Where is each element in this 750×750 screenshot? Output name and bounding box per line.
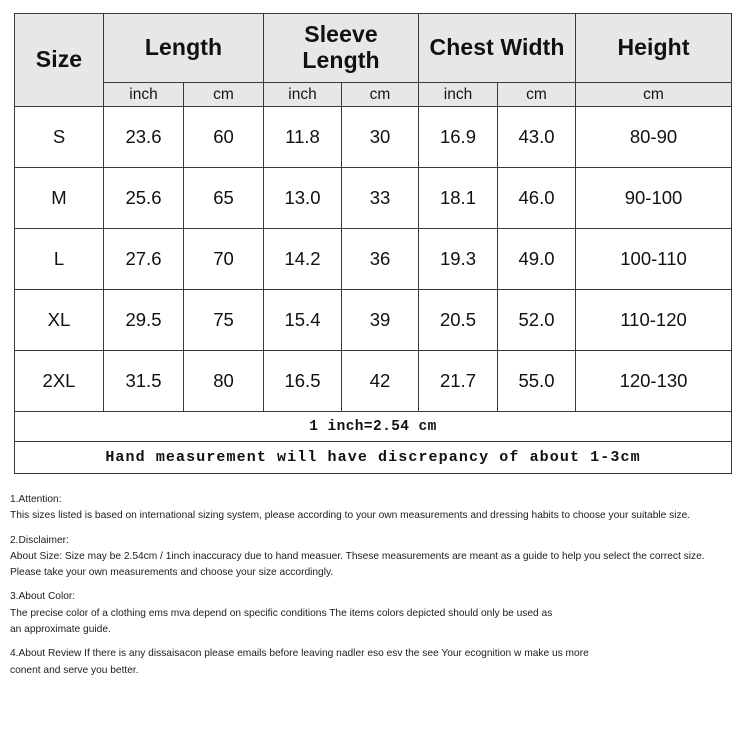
cell-chest-inch: 20.5 (418, 289, 498, 351)
cell-length-inch: 29.5 (103, 289, 184, 351)
cell-chest-cm: 52.0 (496, 289, 577, 351)
cell-chest-inch: 21.7 (418, 350, 498, 412)
cell-length-cm: 80 (183, 350, 264, 412)
table-footer-discrepancy-row: Hand measurement will have discrepancy o… (13, 441, 733, 474)
cell-sleeve-cm: 30 (341, 106, 419, 168)
column-header-sleeve-length: Sleeve Length (263, 13, 419, 83)
subheader-length-inch: inch (103, 82, 184, 107)
cell-size: L (14, 228, 104, 290)
note-line-about-color-2: an approximate guide. (10, 624, 111, 636)
note-title-attention: 1.Attention: (10, 494, 62, 505)
cell-chest-cm: 46.0 (496, 167, 577, 229)
size-chart-table: Size Length Sleeve Length Chest Width He… (13, 13, 733, 474)
cell-length-inch: 25.6 (103, 167, 184, 229)
cell-length-inch: 31.5 (103, 350, 184, 412)
subheader-sleeve-inch: inch (263, 82, 342, 107)
discrepancy-note: Hand measurement will have discrepancy o… (13, 441, 733, 474)
cell-height-cm: 110-120 (575, 289, 733, 351)
note-title-about-color: 3.About Color: (10, 591, 76, 603)
cell-height-cm: 90-100 (575, 167, 733, 229)
note-group-about-color: 3.About Color: The precise color of a cl… (10, 589, 736, 638)
column-header-chest-width: Chest Width (417, 13, 577, 83)
column-header-height: Height (575, 13, 733, 83)
cell-length-inch: 23.6 (103, 106, 184, 168)
notes-section: 1.Attention: This sizes listed is based … (10, 492, 736, 679)
note-line-about-color-1: The precise color of a clothing ems mva … (10, 607, 553, 619)
note-line-disclaimer-1: About Size: Size may be 2.54cm / 1inch i… (10, 550, 705, 562)
cell-size: M (14, 167, 104, 229)
cell-chest-inch: 19.3 (418, 228, 498, 290)
column-header-length: Length (103, 13, 264, 83)
note-line-attention-1: This sizes listed is based on internatio… (10, 510, 691, 522)
size-chart-table-container: Size Length Sleeve Length Chest Width He… (13, 13, 733, 474)
subheader-length-cm: cm (183, 82, 264, 107)
note-group-attention: 1.Attention: This sizes listed is based … (10, 492, 736, 525)
table-row: 2XL 31.5 80 16.5 42 21.7 55.0 120-130 (14, 350, 733, 412)
note-line-disclaimer-2: Please take your own measurements and ch… (10, 567, 334, 579)
cell-length-cm: 70 (183, 228, 264, 290)
cell-length-cm: 75 (183, 289, 264, 351)
table-head: Size Length Sleeve Length Chest Width He… (14, 13, 733, 107)
note-title-about-review: 4.About Review If there is any dissaisac… (10, 648, 589, 660)
subheader-sleeve-cm: cm (341, 82, 419, 107)
cell-sleeve-inch: 14.2 (263, 228, 342, 290)
cell-size: S (14, 106, 104, 168)
cell-sleeve-cm: 36 (341, 228, 419, 290)
cell-sleeve-inch: 11.8 (263, 106, 342, 168)
note-group-disclaimer: 2.Disclaimer: About Size: Size may be 2.… (10, 533, 736, 582)
cell-chest-cm: 43.0 (496, 106, 577, 168)
table-row: L 27.6 70 14.2 36 19.3 49.0 100-110 (14, 228, 733, 290)
cell-length-cm: 60 (183, 106, 264, 168)
subheader-height-cm: cm (575, 82, 733, 107)
note-group-about-review: 4.About Review If there is any dissaisac… (10, 646, 736, 679)
table-row: XL 29.5 75 15.4 39 20.5 52.0 110-120 (14, 289, 733, 351)
table-footer-conversion-row: 1 inch=2.54 cm (13, 411, 733, 442)
table-subheader-row: inch cm inch cm inch cm cm (15, 82, 733, 107)
column-header-size: Size (14, 13, 104, 107)
cell-size: XL (14, 289, 104, 351)
table-row: M 25.6 65 13.0 33 18.1 46.0 90-100 (14, 167, 733, 229)
cell-sleeve-cm: 42 (341, 350, 419, 412)
cell-height-cm: 120-130 (575, 350, 733, 412)
cell-chest-cm: 55.0 (496, 350, 577, 412)
cell-sleeve-inch: 15.4 (263, 289, 342, 351)
subheader-chest-cm: cm (496, 82, 577, 107)
cell-size: 2XL (14, 350, 104, 412)
cell-sleeve-inch: 16.5 (263, 350, 342, 412)
table-body: S 23.6 60 11.8 30 16.9 43.0 80-90 M 25.6… (13, 106, 733, 474)
cell-length-cm: 65 (183, 167, 264, 229)
cell-sleeve-cm: 39 (341, 289, 419, 351)
table-header-row: Size Length Sleeve Length Chest Width He… (14, 13, 733, 107)
note-line-about-review-1: conent and serve you better. (10, 664, 139, 676)
note-title-disclaimer: 2.Disclaimer: (10, 534, 69, 546)
cell-chest-inch: 18.1 (418, 167, 498, 229)
table-row: S 23.6 60 11.8 30 16.9 43.0 80-90 (14, 106, 733, 168)
cell-chest-cm: 49.0 (496, 228, 577, 290)
cell-sleeve-inch: 13.0 (263, 167, 342, 229)
cell-length-inch: 27.6 (103, 228, 184, 290)
conversion-note: 1 inch=2.54 cm (13, 411, 733, 442)
cell-height-cm: 80-90 (575, 106, 733, 168)
cell-sleeve-cm: 33 (341, 167, 419, 229)
cell-chest-inch: 16.9 (418, 106, 498, 168)
subheader-chest-inch: inch (418, 82, 498, 107)
cell-height-cm: 100-110 (575, 228, 733, 290)
